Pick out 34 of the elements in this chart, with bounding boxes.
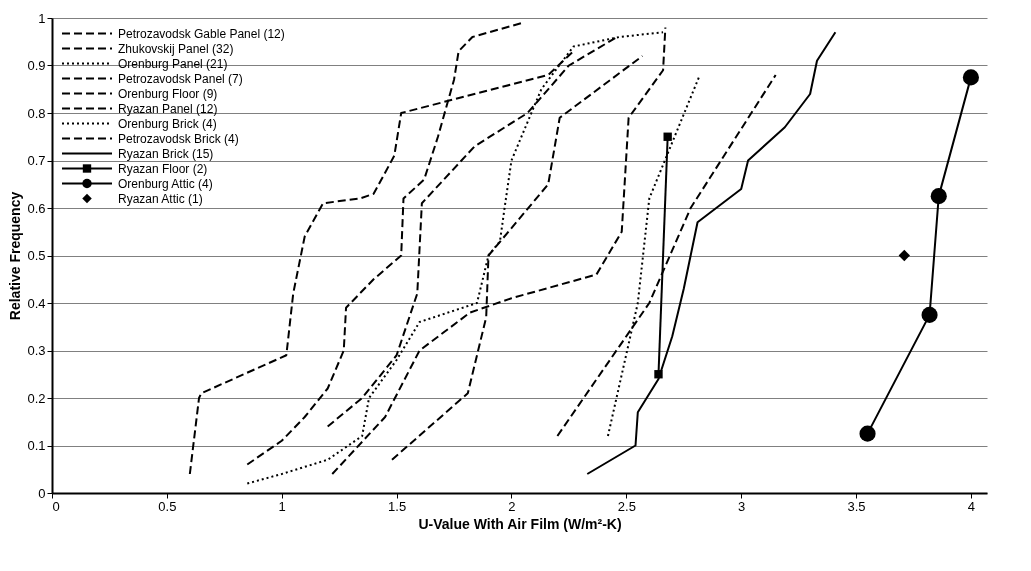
legend-label: Ryazan Brick (15) — [118, 146, 214, 161]
x-tick-label: 3.5 — [847, 498, 866, 514]
legend-label: Ryazan Floor (2) — [118, 161, 208, 176]
x-tick-label: 2 — [508, 498, 516, 514]
legend-label: Orenburg Floor (9) — [118, 86, 218, 101]
y-tick-label: 0 — [38, 485, 46, 501]
y-tick-label: 0.7 — [27, 153, 46, 168]
legend-label: Orenburg Brick (4) — [118, 116, 217, 131]
legend-label: Petrozavodsk Gable Panel (12) — [118, 26, 285, 41]
legend-label: Zhukovskij Panel (32) — [118, 41, 234, 56]
x-axis-title: U-Value With Air Film (W/m²-K) — [418, 515, 622, 532]
y-tick-label: 0.6 — [27, 200, 46, 216]
y-tick-label: 1 — [38, 10, 46, 26]
legend-label: Orenburg Panel (21) — [118, 56, 228, 71]
legend-label: Petrozavodsk Brick (4) — [118, 131, 239, 146]
y-tick-label: 0.8 — [27, 105, 46, 121]
y-tick-label: 0.9 — [27, 58, 46, 73]
y-tick-label: 0.1 — [27, 438, 46, 453]
legend-label: Petrozavodsk Panel (7) — [118, 71, 243, 86]
x-tick-label: 0 — [52, 498, 60, 514]
x-tick-label: 2.5 — [617, 498, 636, 514]
legend-label: Orenburg Attic (4) — [118, 176, 213, 191]
x-tick-label: 4 — [967, 498, 976, 514]
y-axis-title: Relative Frequency — [7, 191, 24, 321]
y-tick-label: 0.4 — [27, 295, 46, 311]
legend-label: Ryazan Panel (12) — [118, 101, 218, 116]
x-tick-label: 3 — [738, 498, 746, 514]
y-tick-label: 0.3 — [27, 343, 46, 358]
y-tick-label: 0.2 — [27, 390, 46, 406]
x-tick-label: 1 — [278, 498, 286, 514]
legend-label: Ryazan Attic (1) — [118, 191, 203, 206]
y-tick-label: 0.5 — [27, 248, 46, 263]
x-tick-label: 0.5 — [158, 498, 177, 514]
x-tick-label: 1.5 — [388, 498, 407, 514]
